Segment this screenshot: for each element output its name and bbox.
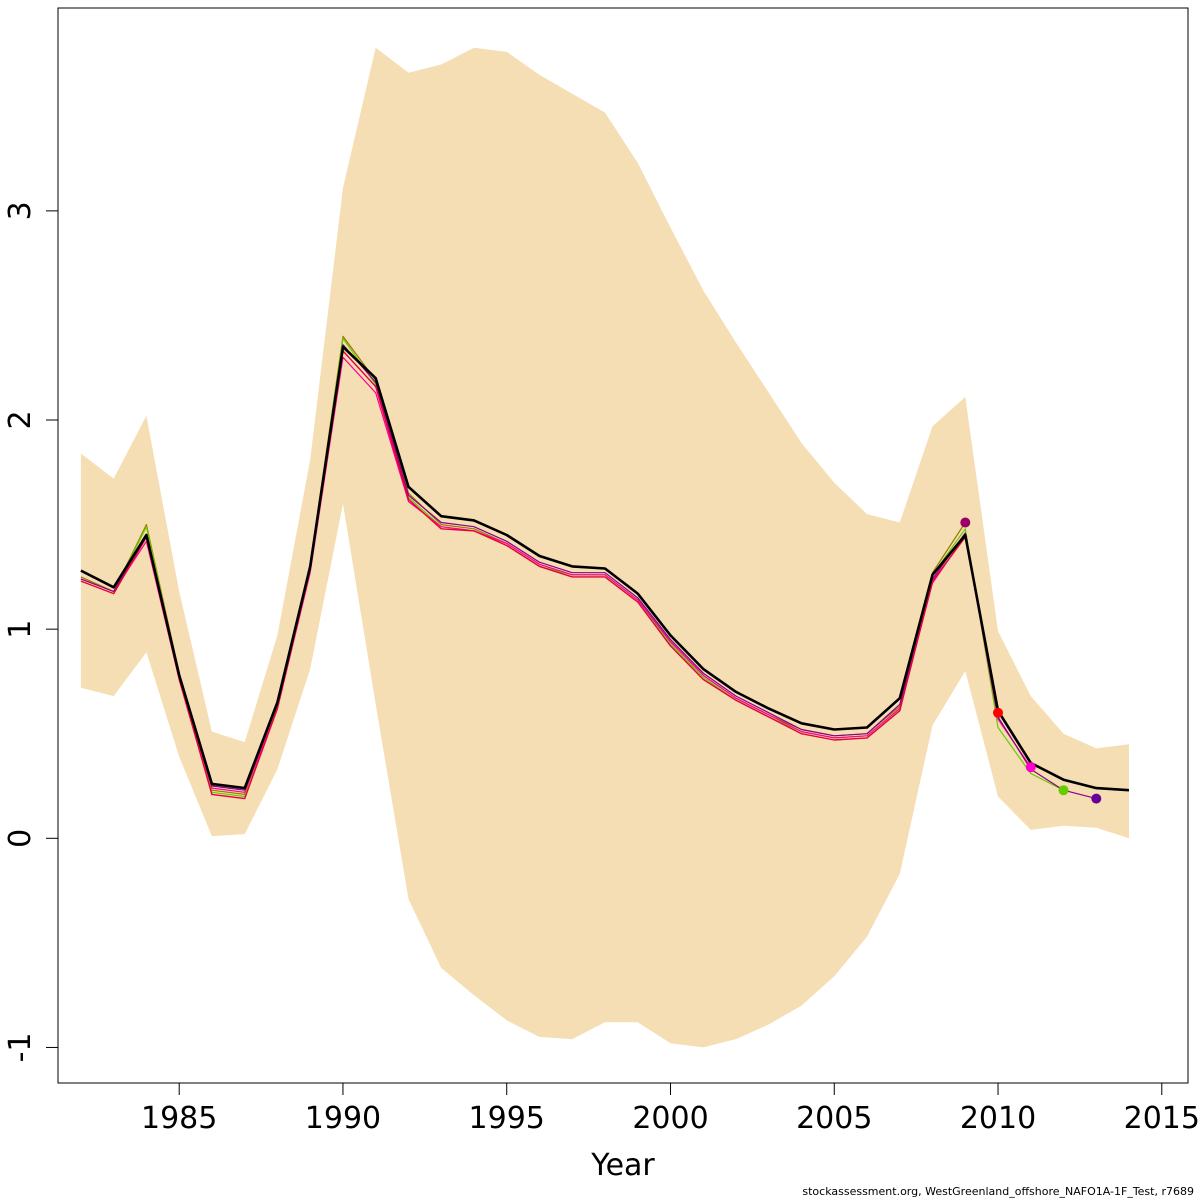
y-tick-label-0: -1 bbox=[3, 1032, 38, 1062]
x-tick-label-2010: 2010 bbox=[960, 1101, 1036, 1136]
y-tick-label-4: 3 bbox=[3, 201, 38, 220]
confidence-band bbox=[80, 47, 1129, 1048]
data-point-2 bbox=[993, 707, 1003, 718]
y-tick-label-2: 1 bbox=[3, 620, 38, 639]
series-layer bbox=[80, 335, 1130, 800]
x-tick-label-2005: 2005 bbox=[796, 1101, 872, 1136]
series-line-3 bbox=[80, 356, 1032, 793]
x-axis-title: Year bbox=[590, 1148, 655, 1183]
x-tick-label-1995: 1995 bbox=[469, 1101, 545, 1136]
axes-layer: 1985 1990 1995 2000 2005 2010 2015 -1 0 1 2 3 bbox=[3, 201, 1200, 1136]
confidence-band-layer bbox=[80, 47, 1129, 1048]
x-tick-label-1985: 1985 bbox=[141, 1101, 217, 1136]
footer-credit: stockassessment.org, WestGreenland_offsh… bbox=[802, 1185, 1194, 1198]
x-tick-label-2015: 2015 bbox=[1124, 1101, 1200, 1136]
x-tick-label-2000: 2000 bbox=[632, 1101, 708, 1136]
series-line-main bbox=[80, 345, 1130, 792]
data-point-5 bbox=[1091, 793, 1102, 804]
data-point-4 bbox=[1058, 785, 1069, 796]
x-tick-label-1990: 1990 bbox=[305, 1101, 381, 1136]
data-point-1 bbox=[960, 517, 971, 528]
series-line-5 bbox=[80, 350, 999, 800]
y-tick-label-3: 2 bbox=[3, 410, 38, 429]
data-point-3 bbox=[1025, 762, 1036, 773]
y-tick-label-1: 0 bbox=[3, 829, 38, 848]
points-layer bbox=[960, 517, 1102, 804]
